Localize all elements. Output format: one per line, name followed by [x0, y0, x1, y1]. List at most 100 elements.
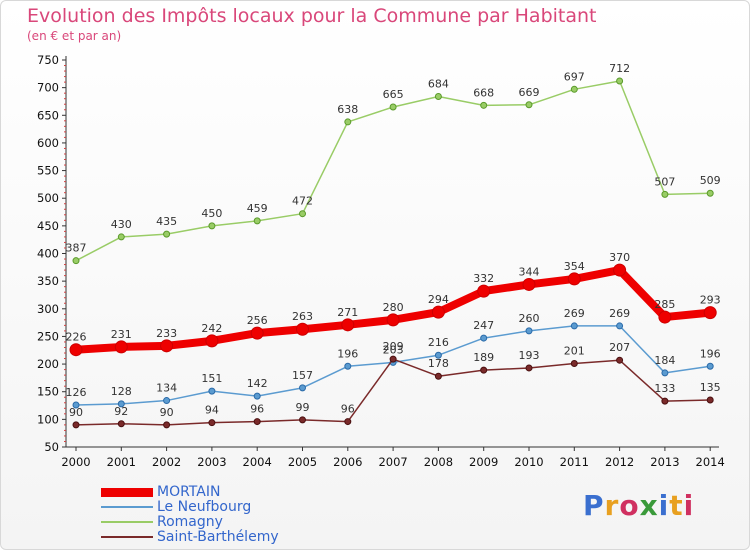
data-label-mortain-2002: 233 [156, 327, 177, 340]
data-label-le-neufbourg-2007: 203 [383, 343, 404, 356]
legend-label-romagny: Romagny [157, 514, 223, 530]
chart-title: Evolution des Impôts locaux pour la Comm… [27, 5, 597, 27]
point-mortain-2013 [658, 310, 672, 324]
point-le-neufbourg-2008 [434, 351, 442, 359]
point-romagny-2000 [72, 257, 80, 265]
y-tick-label-600: 600 [37, 136, 59, 150]
point-saint-barthelemy-2000 [72, 421, 80, 429]
x-tick-label-2011: 2011 [560, 455, 589, 469]
y-tick-label-50: 50 [44, 440, 59, 454]
data-label-mortain-2007: 280 [383, 301, 404, 314]
point-mortain-2012 [613, 263, 627, 277]
data-label-romagny-2010: 669 [519, 86, 540, 99]
data-label-le-neufbourg-2006: 196 [337, 347, 358, 360]
point-le-neufbourg-2003 [208, 387, 216, 395]
y-tick-label-250: 250 [37, 329, 59, 343]
y-tick-label-300: 300 [37, 302, 59, 316]
data-label-mortain-2006: 271 [337, 306, 358, 319]
data-label-mortain-2000: 226 [66, 331, 87, 344]
point-saint-barthelemy-2008 [434, 372, 442, 380]
point-romagny-2010 [525, 101, 533, 109]
data-label-romagny-2001: 430 [111, 218, 132, 231]
x-tick-label-2006: 2006 [333, 455, 362, 469]
y-tick-label-150: 150 [37, 385, 59, 399]
point-romagny-2004 [253, 217, 261, 225]
data-label-le-neufbourg-2014: 196 [700, 347, 721, 360]
data-label-saint-barthelemy-2001: 92 [114, 405, 128, 418]
point-romagny-2006 [344, 118, 352, 126]
data-label-mortain-2003: 242 [201, 322, 222, 335]
legend-swatch-le-neufbourg [101, 506, 153, 508]
point-saint-barthelemy-2007 [389, 355, 397, 363]
point-romagny-2003 [208, 222, 216, 230]
x-tick-label-2010: 2010 [514, 455, 543, 469]
y-tick-label-350: 350 [37, 274, 59, 288]
point-le-neufbourg-2000 [72, 401, 80, 409]
x-tick-label-2004: 2004 [243, 455, 272, 469]
data-label-mortain-2014: 293 [700, 294, 721, 307]
data-label-le-neufbourg-2002: 134 [156, 382, 177, 395]
data-label-le-neufbourg-2001: 128 [111, 385, 132, 398]
data-label-mortain-2012: 370 [609, 251, 630, 264]
point-le-neufbourg-2012 [616, 322, 624, 330]
point-mortain-2004 [250, 326, 264, 340]
x-tick-label-2013: 2013 [650, 455, 679, 469]
point-le-neufbourg-2001 [117, 400, 125, 408]
data-label-saint-barthelemy-2003: 94 [205, 404, 219, 417]
data-label-romagny-2007: 665 [383, 88, 404, 101]
point-romagny-2012 [616, 77, 624, 85]
data-label-le-neufbourg-2011: 269 [564, 307, 585, 320]
point-saint-barthelemy-2003 [208, 419, 216, 427]
data-label-romagny-2011: 697 [564, 70, 585, 83]
y-tick-label-550: 550 [37, 164, 59, 178]
point-romagny-2013 [661, 190, 669, 198]
data-label-mortain-2013: 285 [654, 298, 675, 311]
y-tick-label-400: 400 [37, 247, 59, 261]
point-mortain-2005 [296, 322, 309, 336]
x-tick-label-2008: 2008 [424, 455, 453, 469]
y-tick-label-700: 700 [37, 81, 59, 95]
data-label-saint-barthelemy-2014: 135 [700, 381, 721, 394]
data-label-mortain-2005: 263 [292, 310, 313, 323]
point-le-neufbourg-2002 [163, 397, 171, 405]
x-tick-label-2014: 2014 [696, 455, 725, 469]
data-label-le-neufbourg-2012: 269 [609, 307, 630, 320]
point-mortain-2008 [431, 305, 445, 319]
data-label-romagny-2006: 638 [337, 103, 358, 116]
data-label-saint-barthelemy-2010: 193 [519, 349, 540, 362]
data-label-saint-barthelemy-2005: 99 [296, 401, 310, 414]
legend-swatch-saint-barthelemy [101, 536, 153, 538]
data-label-le-neufbourg-2010: 260 [519, 312, 540, 325]
point-le-neufbourg-2009 [480, 334, 488, 342]
legend-swatch-mortain [101, 488, 153, 497]
y-tick-label-450: 450 [37, 219, 59, 233]
data-label-saint-barthelemy-2007: 209 [383, 340, 404, 353]
x-tick-label-2000: 2000 [61, 455, 90, 469]
data-label-saint-barthelemy-2000: 90 [69, 406, 83, 419]
point-mortain-2001 [114, 340, 128, 354]
point-le-neufbourg-2014 [706, 362, 714, 370]
data-label-romagny-2013: 507 [654, 175, 675, 188]
data-label-romagny-2009: 668 [473, 86, 494, 99]
legend-label-saint-barthelemy: Saint-Barthélemy [157, 529, 279, 545]
data-label-romagny-2003: 450 [201, 207, 222, 220]
point-le-neufbourg-2006 [344, 362, 352, 370]
point-romagny-2001 [117, 233, 125, 241]
x-tick-label-2012: 2012 [605, 455, 634, 469]
data-label-mortain-2010: 344 [519, 265, 540, 278]
data-label-le-neufbourg-2013: 184 [654, 354, 675, 367]
data-label-saint-barthelemy-2009: 189 [473, 351, 494, 364]
x-tick-label-2003: 2003 [197, 455, 226, 469]
point-romagny-2011 [570, 85, 578, 93]
data-label-romagny-2000: 387 [66, 242, 87, 255]
point-saint-barthelemy-2001 [117, 420, 125, 428]
x-tick-label-2009: 2009 [469, 455, 498, 469]
data-label-saint-barthelemy-2006: 96 [341, 403, 355, 416]
data-label-mortain-2004: 256 [247, 314, 268, 327]
point-mortain-2006 [341, 318, 355, 332]
x-tick-label-2002: 2002 [152, 455, 181, 469]
point-romagny-2009 [480, 101, 488, 109]
data-label-le-neufbourg-2004: 142 [247, 377, 268, 390]
point-saint-barthelemy-2012 [616, 356, 624, 364]
data-label-mortain-2001: 231 [111, 328, 132, 341]
